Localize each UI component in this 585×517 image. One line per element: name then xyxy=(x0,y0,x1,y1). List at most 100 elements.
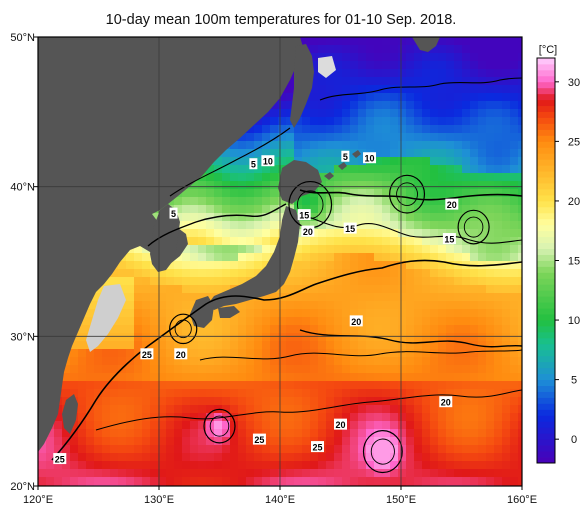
field-cell xyxy=(470,61,479,70)
contour-label-box xyxy=(442,233,456,245)
field-cell xyxy=(438,253,447,262)
field-cell xyxy=(486,349,495,358)
field-cell xyxy=(302,37,311,46)
field-cell xyxy=(254,237,263,246)
field-cell xyxy=(406,53,415,62)
field-cell xyxy=(454,77,463,86)
field-cell xyxy=(446,245,455,254)
field-cell xyxy=(462,149,471,158)
field-cell xyxy=(366,301,375,310)
field-cell xyxy=(278,333,287,342)
field-cell xyxy=(126,293,135,302)
contour-label: 5 xyxy=(169,207,178,219)
field-cell xyxy=(494,85,503,94)
field-cell xyxy=(214,437,223,446)
field-cell xyxy=(334,221,343,230)
contour-label-text: 5 xyxy=(171,209,176,219)
field-cell xyxy=(134,381,143,390)
field-cell xyxy=(350,85,359,94)
field-cell xyxy=(438,93,447,102)
field-cell xyxy=(118,373,127,382)
field-cell xyxy=(478,117,487,126)
colorbar-cell xyxy=(537,290,555,297)
field-cell xyxy=(350,389,359,398)
field-cell xyxy=(150,269,159,278)
field-cell xyxy=(470,221,479,230)
lon-tick-label: 130°E xyxy=(144,494,174,506)
field-cell xyxy=(142,437,151,446)
field-cell xyxy=(142,301,151,310)
field-cell xyxy=(382,61,391,70)
field-cell xyxy=(198,461,207,470)
field-cell xyxy=(326,245,335,254)
field-cell xyxy=(230,213,239,222)
field-cell xyxy=(254,189,263,198)
field-cell xyxy=(326,253,335,262)
field-cell xyxy=(126,277,135,286)
field-cell xyxy=(374,173,383,182)
field-cell xyxy=(414,261,423,270)
field-cell xyxy=(238,469,247,478)
contour-label-text: 25 xyxy=(254,435,264,445)
field-cell xyxy=(318,309,327,318)
field-cell xyxy=(494,141,503,150)
field-cell xyxy=(334,197,343,206)
field-cell xyxy=(118,469,127,478)
field-cell xyxy=(198,453,207,462)
field-cell xyxy=(246,437,255,446)
field-cell xyxy=(510,221,519,230)
field-cell xyxy=(206,389,215,398)
field-cell xyxy=(230,349,239,358)
field-cell xyxy=(430,261,439,270)
field-cell xyxy=(278,197,287,206)
field-cell xyxy=(350,373,359,382)
field-cell xyxy=(374,477,383,486)
field-cell xyxy=(518,269,522,278)
field-cell xyxy=(206,333,215,342)
field-cell xyxy=(174,405,183,414)
field-cell xyxy=(486,317,495,326)
field-cell xyxy=(294,125,303,134)
field-cell xyxy=(350,261,359,270)
colorbar-cell xyxy=(537,189,555,196)
field-cell xyxy=(134,277,143,286)
field-cell xyxy=(342,365,351,374)
field-cell xyxy=(406,445,415,454)
field-cell xyxy=(358,165,367,174)
field-cell xyxy=(398,269,407,278)
field-cell xyxy=(334,277,343,286)
field-cell xyxy=(510,141,519,150)
field-cell xyxy=(118,285,127,294)
field-cell xyxy=(214,397,223,406)
field-cell xyxy=(262,373,271,382)
field-cell xyxy=(470,285,479,294)
field-cell xyxy=(302,317,311,326)
field-cell xyxy=(446,261,455,270)
field-cell xyxy=(150,429,159,438)
isotherm-subtropical-1 xyxy=(95,389,522,431)
field-cell xyxy=(502,269,511,278)
field-cell xyxy=(102,333,111,342)
field-cell xyxy=(510,37,519,46)
field-cell xyxy=(462,293,471,302)
field-cell xyxy=(446,173,455,182)
field-cell xyxy=(470,117,479,126)
field-cell xyxy=(222,205,231,214)
field-cell xyxy=(454,125,463,134)
field-cell xyxy=(326,125,335,134)
field-cell xyxy=(86,453,95,462)
field-cell xyxy=(462,413,471,422)
field-cell xyxy=(374,61,383,70)
field-cell xyxy=(446,309,455,318)
field-cell xyxy=(366,477,375,486)
field-cell xyxy=(158,269,167,278)
field-cell xyxy=(358,205,367,214)
field-cell xyxy=(366,261,375,270)
field-cell xyxy=(486,357,495,366)
field-cell xyxy=(502,197,511,206)
field-cell xyxy=(454,117,463,126)
field-cell xyxy=(366,85,375,94)
field-cell xyxy=(414,149,423,158)
field-cell xyxy=(470,301,479,310)
